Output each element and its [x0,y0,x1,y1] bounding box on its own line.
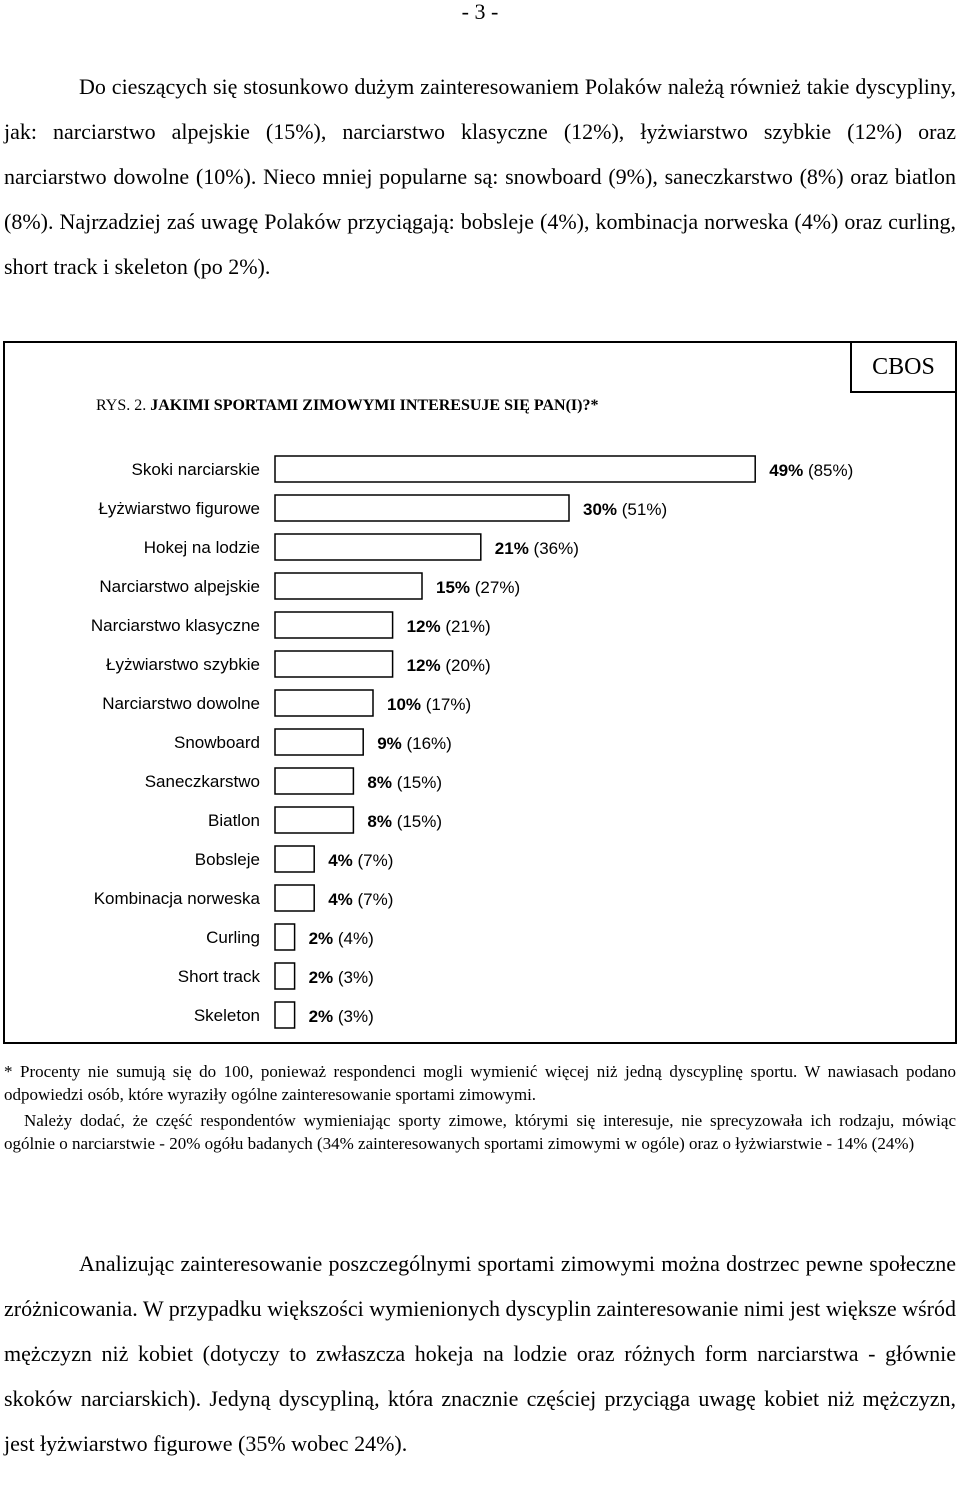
secondary-value-label: (15%) [392,773,442,792]
category-label: Curling [206,928,260,947]
value-label: 2% (4%) [309,929,374,948]
figure-label: RYS. 2. [96,397,147,414]
secondary-value-label: (7%) [353,851,394,870]
category-label: Short track [178,967,261,986]
value-label: 4% (7%) [328,890,393,909]
value-label: 12% (21%) [407,617,491,636]
value-label: 8% (15%) [367,773,442,792]
category-label: Skoki narciarskie [132,460,261,479]
value-label: 2% (3%) [309,1007,374,1026]
category-label: Łyżwiarstwo figurowe [98,499,260,518]
figure-frame [3,341,957,1044]
category-label: Narciarstwo klasyczne [91,616,260,635]
value-label: 10% (17%) [387,695,471,714]
secondary-value-label: (3%) [333,968,374,987]
page-number: - 3 - [461,0,499,24]
value-label: 8% (15%) [367,812,442,831]
secondary-value-label: (36%) [529,539,579,558]
category-label: Kombinacja norweska [94,889,261,908]
value-label: 49% (85%) [769,461,853,480]
bar [274,611,394,639]
value-label: 2% (3%) [309,968,374,987]
secondary-value-label: (51%) [617,500,667,519]
value-label: 4% (7%) [328,851,393,870]
value-label: 15% (27%) [436,578,520,597]
category-label: Snowboard [174,733,260,752]
value-label: 12% (20%) [407,656,491,675]
category-label: Narciarstwo dowolne [102,694,260,713]
secondary-value-label: (20%) [441,656,491,675]
category-label: Bobsleje [195,850,260,869]
secondary-value-label: (7%) [353,890,394,909]
category-label: Łyżwiarstwo szybkie [106,655,260,674]
bar [274,650,394,678]
category-label: Saneczkarstwo [145,772,260,791]
bar [274,728,364,756]
secondary-value-label: (3%) [333,1007,374,1026]
value-label: 9% (16%) [377,734,452,753]
bar [274,806,355,834]
footnotes: * Procenty nie sumują się do 100, poniew… [4,1060,956,1155]
secondary-value-label: (17%) [421,695,471,714]
secondary-value-label: (27%) [470,578,520,597]
bar [274,845,315,873]
secondary-value-label: (4%) [333,929,374,948]
figure-question: JAKIMI SPORTAMI ZIMOWYMI INTERESUJE SIĘ … [150,397,599,414]
bar [274,923,296,951]
bar [274,1001,296,1029]
category-label: Narciarstwo alpejskie [99,577,260,596]
secondary-value-label: (16%) [402,734,452,753]
category-label: Skeleton [194,1006,260,1025]
category-label: Hokej na lodzie [144,538,260,557]
secondary-value-label: (21%) [441,617,491,636]
intro-paragraph: Do cieszących się stosunkowo dużym zaint… [4,74,956,279]
bar [274,884,315,912]
bar [274,494,570,522]
bar [274,689,374,717]
bar [274,455,756,483]
footnote-percentages: * Procenty nie sumują się do 100, poniew… [4,1062,956,1104]
secondary-value-label: (85%) [803,461,853,480]
bar [274,962,296,990]
bar [274,572,423,600]
category-label: Biatlon [208,811,260,830]
value-label: 30% (51%) [583,500,667,519]
source-badge: CBOS [850,341,957,393]
bar-chart: Skoki narciarskie 49% (85%) Łyżwiarstwo fi… [91,455,853,1029]
footnote-additional: Należy dodać, że część respondentów wymi… [4,1111,956,1153]
figure-title: RYS. 2. JAKIMI SPORTAMI ZIMOWYMI INTERES… [96,396,598,416]
secondary-value-label: (15%) [392,812,442,831]
bar [274,767,355,795]
bar [274,533,482,561]
value-label: 21% (36%) [495,539,579,558]
analysis-paragraph: Analizując zainteresowanie poszczególnym… [4,1251,956,1456]
